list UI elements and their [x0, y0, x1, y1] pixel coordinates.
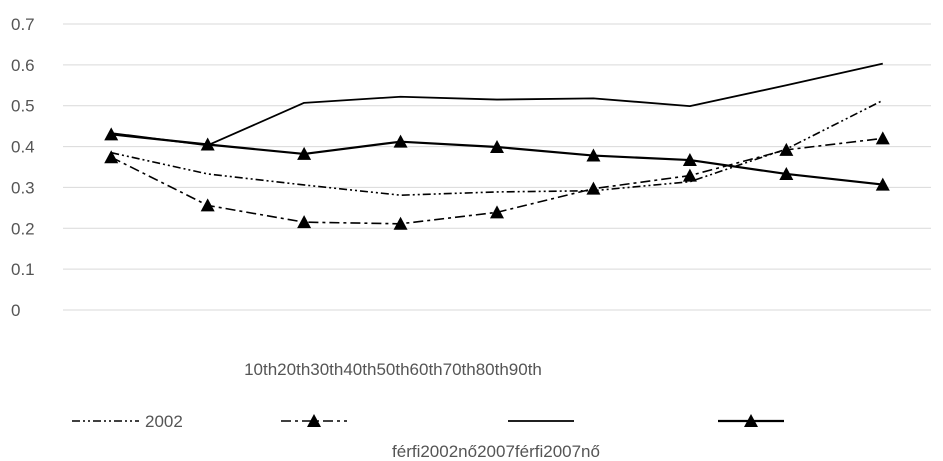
- y-tick-label: 0.4: [11, 138, 35, 157]
- series-2-point: [586, 181, 601, 195]
- series-4-point: [297, 146, 312, 160]
- y-tick-label: 0.7: [11, 15, 35, 34]
- series-2-point: [779, 142, 794, 156]
- y-tick-label: 0.5: [11, 97, 35, 116]
- legend-marker-series-2: [307, 414, 321, 427]
- legend-marker-series-4: [744, 414, 758, 427]
- y-tick-label: 0.6: [11, 56, 35, 75]
- series-markers: [104, 127, 890, 230]
- series-2-point: [297, 215, 312, 229]
- series-4-point: [200, 137, 215, 151]
- series-2-point: [104, 150, 119, 164]
- series-4-point: [393, 134, 408, 148]
- y-tick-label: 0.1: [11, 260, 35, 279]
- y-tick-label: 0: [11, 301, 20, 320]
- series-4-point: [875, 177, 890, 191]
- series-2-point: [200, 198, 215, 212]
- series-4-point: [490, 139, 504, 153]
- legend-caption: férfi2002nő2007férfi2007nő: [392, 442, 600, 461]
- series-3-line: [111, 62, 883, 147]
- legend-label-series-1: 2002: [145, 412, 183, 431]
- series-2-point: [490, 205, 504, 219]
- legend: 2002 férfi2002nő2007férfi2007nő: [72, 412, 784, 461]
- series-4-point: [586, 148, 601, 162]
- y-tick-label: 0.2: [11, 219, 35, 238]
- x-axis-category-labels: 10th20th30th40th50th60th70th80th90th: [244, 360, 542, 379]
- series-2-point: [682, 168, 697, 182]
- y-tick-label: 0.3: [11, 178, 35, 197]
- series-1-line: [111, 99, 884, 196]
- series-4-point: [104, 127, 119, 141]
- series-4-point: [779, 166, 794, 180]
- gridlines: [63, 23, 931, 311]
- series-4-point: [682, 153, 697, 167]
- series-2-point: [393, 216, 408, 230]
- series-2-point: [875, 131, 890, 145]
- y-axis-ticks: 0 0.1 0.2 0.3 0.4 0.5 0.6 0.7: [11, 15, 35, 320]
